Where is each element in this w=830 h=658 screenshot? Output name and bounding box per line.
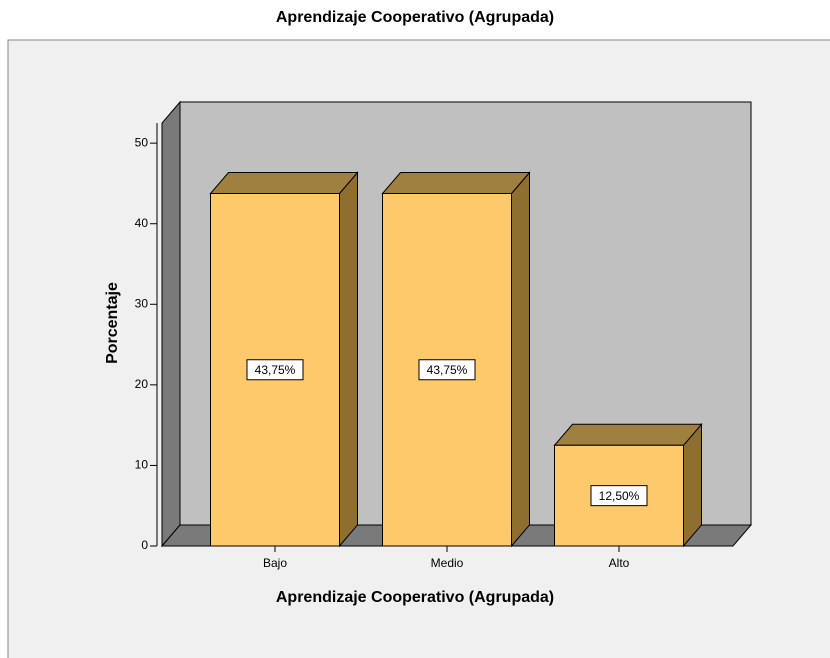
x-tick-label: Alto bbox=[609, 556, 630, 570]
y-tick-label: 10 bbox=[135, 458, 149, 472]
y-tick-label: 0 bbox=[141, 538, 148, 552]
value-label: 43,75% bbox=[427, 363, 468, 377]
bar-top bbox=[209, 172, 359, 194]
chart-title: Aprendizaje Cooperativo (Agrupada) bbox=[276, 9, 554, 26]
y-tick-label: 20 bbox=[135, 377, 149, 391]
bar-side bbox=[511, 171, 530, 548]
bar-top bbox=[553, 423, 703, 446]
x-tick-label: Bajo bbox=[263, 556, 287, 570]
bar-top bbox=[381, 172, 531, 194]
value-label-box bbox=[418, 359, 476, 381]
value-label: 12,50% bbox=[599, 489, 640, 503]
x-axis-label: Aprendizaje Cooperativo (Agrupada) bbox=[276, 589, 554, 606]
y-tick-label: 30 bbox=[135, 296, 149, 310]
y-axis-label: Porcentaje bbox=[104, 282, 121, 364]
x-tick-label: Medio bbox=[431, 556, 464, 570]
y-tick-label: 50 bbox=[135, 135, 149, 149]
value-label-box bbox=[246, 359, 304, 381]
left-wall bbox=[161, 100, 181, 548]
value-label: 43,75% bbox=[255, 363, 296, 377]
bar-side bbox=[339, 171, 358, 548]
y-tick-label: 40 bbox=[135, 216, 149, 230]
value-label-box bbox=[590, 485, 648, 507]
